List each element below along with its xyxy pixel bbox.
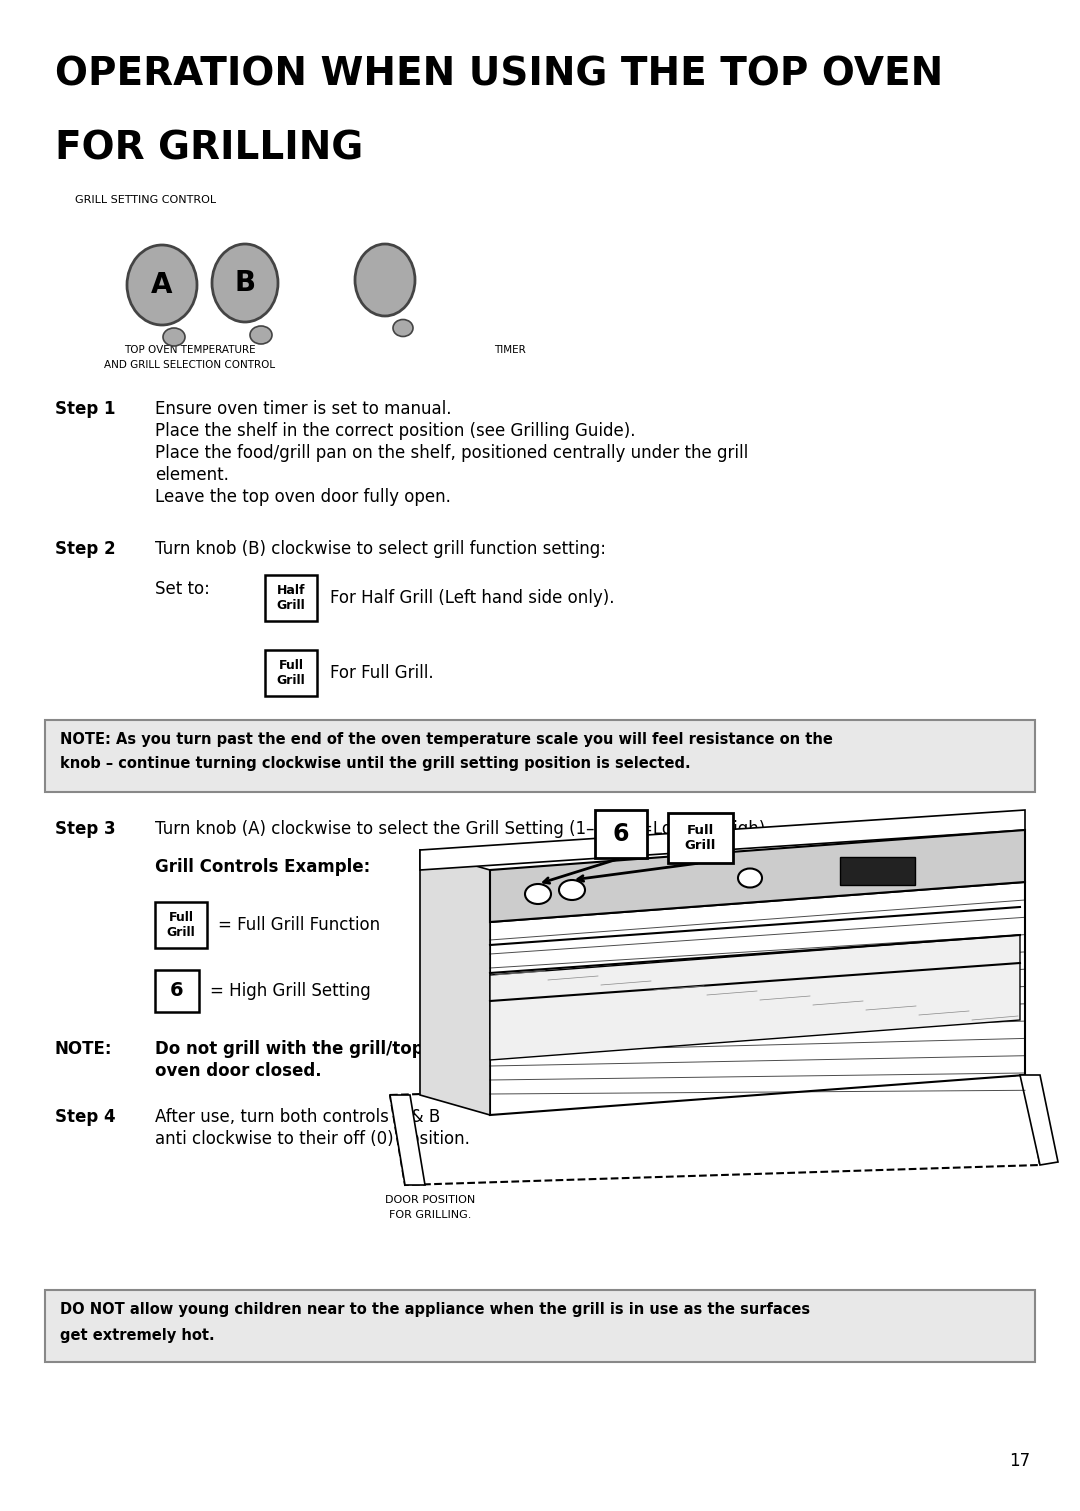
- Ellipse shape: [738, 869, 762, 887]
- Text: FOR GRILLING: FOR GRILLING: [55, 130, 363, 168]
- Text: NOTE: As you turn past the end of the oven temperature scale you will feel resis: NOTE: As you turn past the end of the ov…: [60, 731, 833, 746]
- Polygon shape: [1020, 1074, 1058, 1165]
- Text: oven door closed.: oven door closed.: [156, 1062, 322, 1080]
- Text: AND GRILL SELECTION CONTROL: AND GRILL SELECTION CONTROL: [105, 360, 275, 370]
- Text: Turn knob (A) clockwise to select the Grill Setting (1–6). (1=Low, 6=High).: Turn knob (A) clockwise to select the Gr…: [156, 820, 770, 839]
- Ellipse shape: [355, 243, 415, 316]
- FancyBboxPatch shape: [265, 576, 318, 621]
- Text: knob – continue turning clockwise until the grill setting position is selected.: knob – continue turning clockwise until …: [60, 756, 690, 771]
- Text: A: A: [151, 270, 173, 299]
- Text: anti clockwise to their off (0) position.: anti clockwise to their off (0) position…: [156, 1130, 470, 1148]
- Text: NOTE:: NOTE:: [55, 1040, 112, 1058]
- FancyBboxPatch shape: [156, 902, 207, 947]
- Ellipse shape: [163, 328, 185, 346]
- Text: get extremely hot.: get extremely hot.: [60, 1328, 215, 1343]
- Text: Turn knob (B) clockwise to select grill function setting:: Turn knob (B) clockwise to select grill …: [156, 539, 606, 558]
- Ellipse shape: [525, 884, 551, 904]
- Polygon shape: [490, 830, 1025, 922]
- Text: Place the food/grill pan on the shelf, positioned centrally under the grill: Place the food/grill pan on the shelf, p…: [156, 444, 748, 462]
- Text: TOP OVEN TEMPERATURE: TOP OVEN TEMPERATURE: [124, 345, 256, 355]
- Text: DOOR POSITION: DOOR POSITION: [384, 1195, 475, 1204]
- Text: 6: 6: [171, 982, 184, 1000]
- Text: For Full Grill.: For Full Grill.: [330, 663, 434, 681]
- Text: Step 4: Step 4: [55, 1108, 116, 1126]
- Text: B: B: [234, 269, 256, 298]
- Text: After use, turn both controls A & B: After use, turn both controls A & B: [156, 1108, 441, 1126]
- FancyBboxPatch shape: [45, 1290, 1035, 1361]
- Text: Step 3: Step 3: [55, 820, 116, 839]
- Text: Step 1: Step 1: [55, 400, 116, 419]
- Ellipse shape: [559, 879, 585, 901]
- Text: DO NOT allow young children near to the appliance when the grill is in use as th: DO NOT allow young children near to the …: [60, 1302, 810, 1318]
- Text: Do not grill with the grill/top: Do not grill with the grill/top: [156, 1040, 423, 1058]
- FancyBboxPatch shape: [840, 857, 915, 885]
- Text: GRILL SETTING CONTROL: GRILL SETTING CONTROL: [75, 195, 216, 205]
- Ellipse shape: [393, 319, 413, 337]
- Text: Step 2: Step 2: [55, 539, 116, 558]
- Ellipse shape: [249, 326, 272, 345]
- Polygon shape: [420, 810, 1025, 870]
- Text: Leave the top oven door fully open.: Leave the top oven door fully open.: [156, 488, 450, 506]
- Text: = Full Grill Function: = Full Grill Function: [218, 916, 380, 934]
- Text: Grill Controls Example:: Grill Controls Example:: [156, 858, 370, 876]
- FancyBboxPatch shape: [45, 721, 1035, 792]
- Text: Full
Grill: Full Grill: [276, 659, 306, 688]
- Text: For Half Grill (Left hand side only).: For Half Grill (Left hand side only).: [330, 589, 615, 607]
- FancyBboxPatch shape: [595, 810, 647, 858]
- Ellipse shape: [127, 245, 197, 325]
- Text: Set to:: Set to:: [156, 580, 210, 598]
- Text: Full
Grill: Full Grill: [685, 823, 716, 852]
- Polygon shape: [490, 935, 1020, 1061]
- Text: Full
Grill: Full Grill: [166, 911, 195, 938]
- Text: 17: 17: [1009, 1452, 1030, 1470]
- FancyBboxPatch shape: [156, 970, 199, 1012]
- Ellipse shape: [212, 243, 278, 322]
- Text: FOR GRILLING.: FOR GRILLING.: [389, 1210, 471, 1219]
- Polygon shape: [390, 1074, 1040, 1185]
- Text: element.: element.: [156, 465, 229, 484]
- Text: = High Grill Setting: = High Grill Setting: [210, 982, 370, 1000]
- Text: TIMER: TIMER: [495, 345, 526, 355]
- Text: Half
Grill: Half Grill: [276, 583, 306, 612]
- Text: Ensure oven timer is set to manual.: Ensure oven timer is set to manual.: [156, 400, 451, 419]
- Polygon shape: [420, 851, 490, 1115]
- FancyBboxPatch shape: [265, 650, 318, 697]
- Text: Place the shelf in the correct position (see Grilling Guide).: Place the shelf in the correct position …: [156, 422, 635, 440]
- Polygon shape: [490, 882, 1025, 1115]
- Text: 6: 6: [612, 822, 630, 846]
- Polygon shape: [390, 1095, 426, 1185]
- Text: OPERATION WHEN USING THE TOP OVEN: OPERATION WHEN USING THE TOP OVEN: [55, 54, 943, 94]
- FancyBboxPatch shape: [669, 813, 733, 863]
